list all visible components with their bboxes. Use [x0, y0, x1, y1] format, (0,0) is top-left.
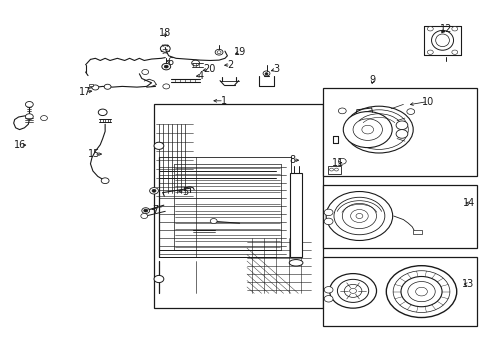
Circle shape — [292, 203, 299, 208]
Text: 12: 12 — [439, 24, 451, 34]
Circle shape — [352, 119, 382, 140]
Circle shape — [324, 209, 332, 216]
Bar — [412, 230, 421, 234]
Text: 9: 9 — [369, 75, 375, 85]
Circle shape — [392, 271, 449, 312]
Text: 8: 8 — [289, 155, 295, 165]
Circle shape — [325, 192, 392, 240]
Circle shape — [292, 221, 299, 226]
Circle shape — [104, 84, 111, 89]
Circle shape — [427, 50, 432, 54]
Text: 2: 2 — [227, 60, 233, 70]
Circle shape — [395, 121, 407, 130]
Circle shape — [149, 188, 158, 194]
Text: 10: 10 — [421, 96, 433, 107]
Text: 11: 11 — [331, 158, 344, 168]
Circle shape — [25, 114, 33, 120]
Circle shape — [338, 158, 346, 164]
Circle shape — [361, 125, 373, 134]
Circle shape — [344, 284, 361, 297]
Circle shape — [98, 109, 107, 116]
Circle shape — [41, 116, 47, 121]
Bar — [89, 84, 93, 86]
Text: 20: 20 — [203, 64, 215, 74]
Circle shape — [154, 275, 163, 283]
Circle shape — [162, 63, 170, 70]
Text: 19: 19 — [233, 47, 245, 57]
Text: 7: 7 — [152, 204, 158, 215]
Circle shape — [343, 112, 391, 148]
Bar — [421, 25, 462, 58]
Circle shape — [386, 266, 456, 318]
Circle shape — [142, 69, 148, 75]
Circle shape — [143, 209, 147, 212]
Ellipse shape — [349, 110, 407, 149]
Text: 3: 3 — [273, 64, 279, 74]
Circle shape — [191, 60, 199, 66]
Text: 14: 14 — [462, 198, 475, 208]
Circle shape — [400, 276, 441, 307]
Circle shape — [154, 142, 163, 149]
Circle shape — [142, 208, 149, 213]
Circle shape — [334, 168, 338, 171]
Circle shape — [329, 168, 333, 171]
Text: 13: 13 — [461, 279, 474, 289]
Circle shape — [324, 296, 332, 302]
Bar — [322, 185, 476, 248]
Circle shape — [163, 84, 169, 89]
Circle shape — [141, 213, 147, 219]
Circle shape — [406, 109, 414, 114]
Circle shape — [342, 203, 376, 229]
Circle shape — [350, 210, 367, 222]
Circle shape — [337, 279, 368, 302]
Circle shape — [25, 102, 33, 107]
Circle shape — [264, 73, 267, 75]
Circle shape — [324, 218, 332, 225]
Circle shape — [215, 49, 223, 55]
Circle shape — [292, 239, 299, 244]
Bar — [322, 88, 476, 176]
Circle shape — [355, 213, 362, 219]
Circle shape — [451, 27, 457, 31]
Circle shape — [160, 45, 170, 52]
Circle shape — [451, 50, 457, 54]
Bar — [322, 257, 476, 326]
Circle shape — [210, 219, 217, 224]
Text: 15: 15 — [87, 149, 100, 159]
Text: 6: 6 — [167, 57, 173, 67]
Circle shape — [338, 108, 346, 114]
Text: 18: 18 — [159, 28, 171, 38]
Text: 1: 1 — [221, 96, 226, 106]
Circle shape — [395, 130, 407, 138]
Ellipse shape — [435, 34, 448, 46]
Circle shape — [263, 71, 269, 76]
Circle shape — [407, 282, 434, 302]
Text: 4: 4 — [197, 71, 203, 81]
Circle shape — [217, 51, 221, 54]
Circle shape — [292, 185, 299, 190]
Circle shape — [152, 189, 156, 192]
Circle shape — [92, 85, 99, 90]
Circle shape — [349, 288, 356, 293]
Circle shape — [333, 197, 384, 235]
Circle shape — [164, 65, 168, 68]
Circle shape — [324, 287, 332, 293]
Bar — [327, 166, 341, 174]
Bar — [289, 173, 302, 257]
Ellipse shape — [288, 260, 302, 266]
Ellipse shape — [430, 31, 453, 50]
Ellipse shape — [344, 106, 412, 153]
Circle shape — [415, 287, 427, 296]
Circle shape — [101, 178, 109, 184]
Bar — [154, 104, 322, 308]
Text: 17: 17 — [79, 87, 92, 97]
Text: 16: 16 — [14, 140, 27, 150]
Text: 5: 5 — [182, 186, 187, 197]
Circle shape — [329, 274, 376, 308]
Circle shape — [427, 27, 432, 31]
